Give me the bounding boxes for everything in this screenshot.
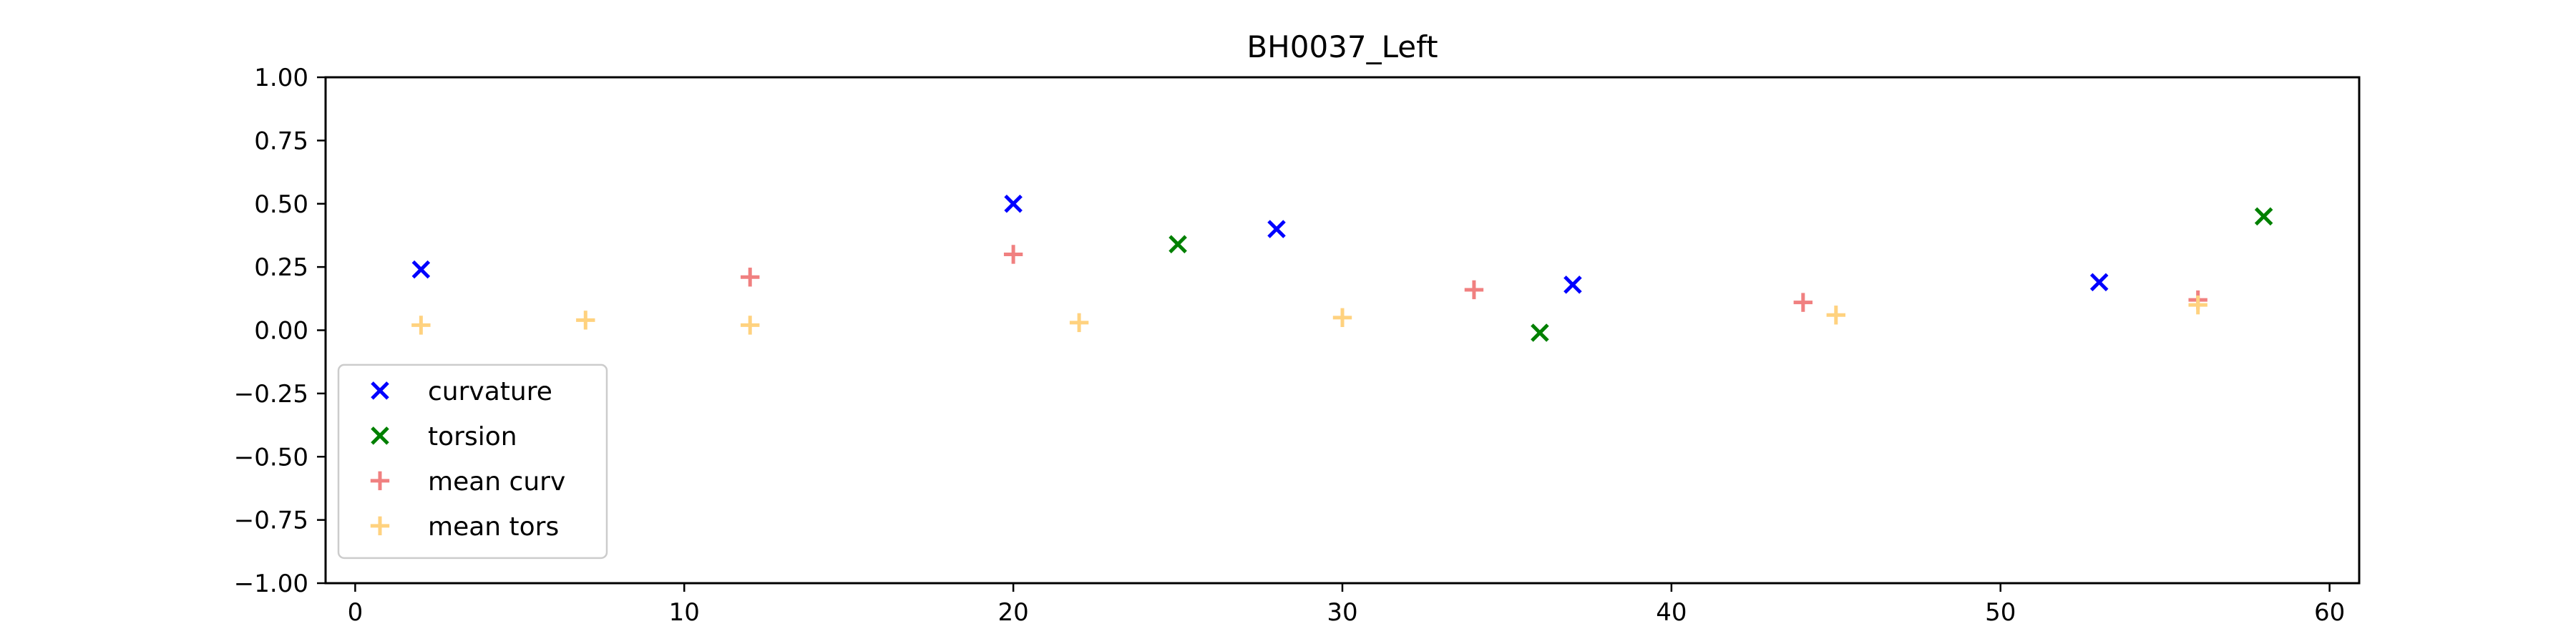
marker-stroke [371,381,389,400]
y-tick-label: 0.75 [254,127,308,155]
mean-tors-point [411,316,431,335]
marker-stroke [2089,273,2109,292]
x-tick-label: 50 [1985,598,2016,627]
curvature-point [1004,194,1023,213]
marker-stroke [1004,194,1023,213]
mean-tors-point [1332,308,1352,328]
legend-label: mean tors [428,512,559,542]
legend-label: curvature [428,377,552,406]
plot-marks [411,194,2273,342]
marker-stroke [2254,207,2273,226]
mean-curv-point [1464,280,1484,300]
y-tick-label: 0.25 [254,253,308,282]
mean-tors-point [741,316,760,335]
curvature-point [1563,275,1582,294]
curvature-point [411,260,431,279]
mean-curv-point [1793,293,1813,312]
legend-marker-mean-tors [370,516,390,536]
y-tick-label: −1.00 [234,570,308,598]
mean-curv-point [741,268,760,287]
mean-tors-point [576,311,595,330]
legend-marker-mean-curv [370,471,390,491]
y-tick-label: 1.00 [254,64,308,92]
x-tick-label: 0 [348,598,364,627]
marker-stroke [1531,323,1549,342]
marker-stroke [411,260,431,279]
legend-marker-curvature [371,381,389,400]
legend-box [337,364,608,560]
x-tick-label: 20 [997,598,1028,627]
legend-marker-torsion [371,426,389,445]
curvature-point [1267,220,1286,238]
marker-stroke [371,426,389,445]
x-tick-label: 40 [1656,598,1687,627]
y-tick-label: 0.00 [254,317,308,346]
mean-tors-point [1069,313,1089,333]
marker-stroke [1563,275,1582,294]
legend-label: mean curv [428,467,565,497]
mean-tors-point [2188,295,2207,315]
y-tick-label: 0.50 [254,190,308,219]
x-tick-label: 30 [1327,598,1357,627]
curvature-point [2089,273,2109,292]
torsion-point [1169,235,1187,254]
y-tick-label: −0.50 [234,443,308,472]
x-tick-label: 60 [2314,598,2345,627]
mean-tors-point [1826,306,1846,325]
marker-stroke [1267,220,1286,238]
y-tick-label: −0.25 [234,380,308,409]
axes: 0 10 20 30 40 50 60 1.00 0.75 0.50 0.25 0.00 −0.25 −0… [234,64,2361,627]
torsion-point [2254,207,2273,226]
mean-curv-point [1003,245,1023,264]
y-tick-label: −0.75 [234,507,308,535]
torsion-point [1531,323,1549,342]
legend: curvature torsion mean curv mean tors [337,364,608,560]
marker-stroke [1169,235,1187,254]
chart-title: BH0037_Left [1246,29,1438,64]
x-tick-label: 10 [669,598,700,627]
legend-label: torsion [428,422,517,452]
